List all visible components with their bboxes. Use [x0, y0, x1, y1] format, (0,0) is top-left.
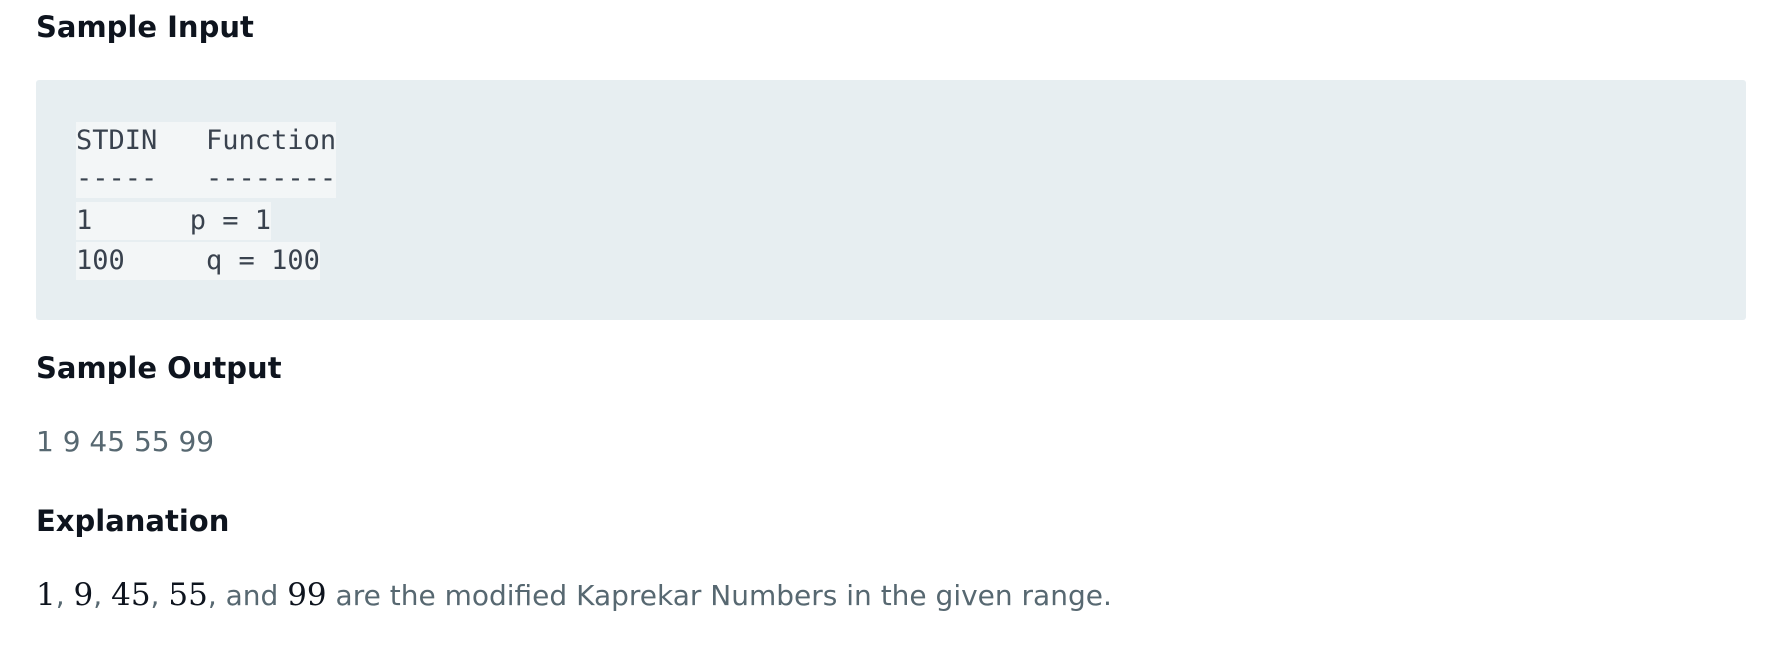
math-number: 1 — [36, 577, 56, 613]
sample-output-text: 1 9 45 55 99 — [36, 425, 215, 458]
explanation-suffix: are the modified Kaprekar Numbers in the… — [326, 579, 1112, 612]
sample-input-heading: Sample Input — [36, 10, 254, 44]
math-number: 99 — [287, 577, 327, 613]
separator: , — [150, 579, 169, 612]
math-number: 55 — [168, 577, 208, 613]
code-line: STDIN Function — [76, 122, 337, 160]
math-number: 45 — [111, 577, 151, 613]
code-line: ----- -------- — [76, 160, 337, 198]
math-number: 9 — [73, 577, 94, 613]
code-line: 100 q = 100 — [76, 242, 320, 280]
explanation-heading: Explanation — [36, 504, 230, 538]
sample-output-heading: Sample Output — [36, 351, 282, 385]
separator: , — [55, 579, 74, 612]
separator: , — [93, 579, 112, 612]
code-line: 1 p = 1 — [76, 202, 272, 240]
sample-input-code-block: STDIN Function ----- -------- 1 p = 1 10… — [36, 80, 1746, 320]
explanation-text: 1, 9, 45, 55, and 99 are the modified Ka… — [36, 580, 1112, 611]
separator: , and — [207, 579, 288, 612]
